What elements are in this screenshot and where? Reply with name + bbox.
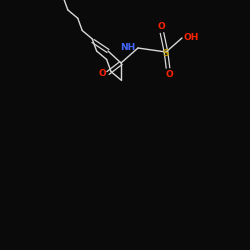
Text: OH: OH [184, 34, 200, 42]
Text: S: S [163, 48, 169, 58]
Text: NH: NH [120, 44, 135, 52]
Text: O: O [157, 22, 165, 31]
Text: O: O [165, 70, 173, 79]
Text: O: O [98, 70, 106, 78]
